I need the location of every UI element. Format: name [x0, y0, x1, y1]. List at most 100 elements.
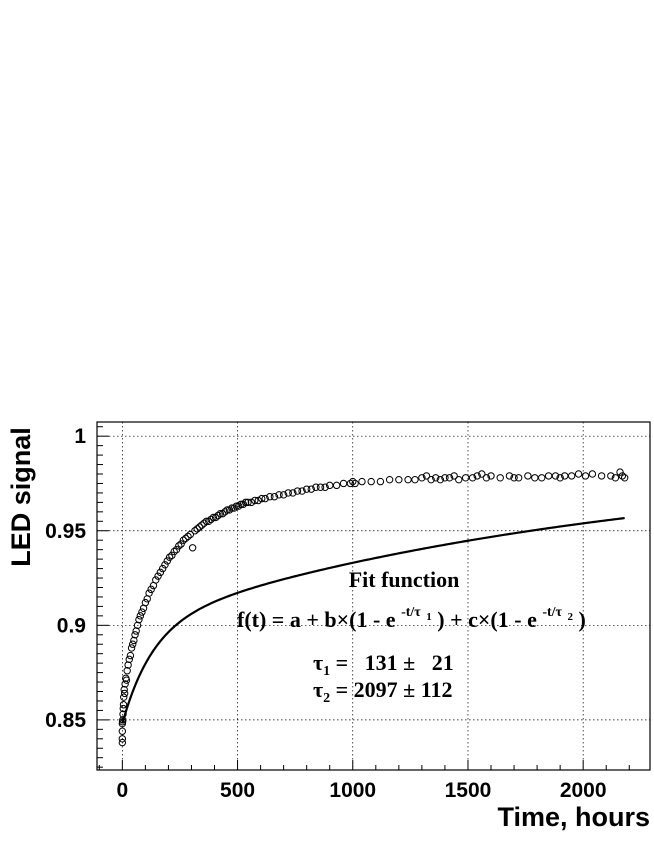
data-point	[120, 689, 129, 698]
data-point	[119, 710, 127, 718]
x-tick-label: 1500	[445, 779, 492, 802]
data-point	[147, 585, 155, 594]
data-point	[235, 502, 243, 510]
plot-frame	[96, 421, 651, 771]
data-point	[312, 483, 320, 491]
data-point	[293, 487, 302, 495]
data-point	[514, 474, 523, 482]
data-point	[119, 701, 128, 709]
data-point	[302, 485, 311, 493]
data-point	[455, 475, 463, 484]
data-point	[251, 496, 259, 505]
grid	[97, 422, 650, 770]
data-point	[152, 576, 160, 584]
x-axis-title: Time, hours	[497, 802, 650, 832]
data-point	[618, 472, 627, 480]
data-point	[130, 636, 138, 645]
data-point	[597, 472, 606, 480]
formula-exp1: -t/τ	[401, 605, 421, 620]
data-point	[567, 472, 576, 480]
data-point	[118, 735, 127, 743]
data-point	[129, 640, 137, 648]
y-tick-label: 0.9	[57, 614, 86, 637]
data-point	[118, 727, 127, 735]
data-point	[395, 475, 403, 484]
data-point	[122, 676, 131, 684]
data-point	[198, 521, 206, 529]
data-point	[461, 474, 470, 482]
data-point	[170, 547, 178, 556]
data-point	[473, 472, 481, 480]
data-point	[620, 474, 629, 482]
data-point	[524, 472, 532, 480]
data-point	[202, 517, 211, 525]
data-point	[184, 532, 192, 541]
data-point	[468, 474, 477, 482]
data-point	[179, 536, 188, 544]
data-point	[275, 491, 283, 499]
data-point	[119, 704, 127, 713]
data-point	[538, 474, 546, 482]
data-point	[221, 508, 229, 516]
data-point	[441, 474, 449, 482]
data-point	[346, 479, 355, 488]
data-point	[195, 523, 204, 531]
data-point	[258, 494, 266, 503]
formula-prefix: f(t) = a + b×(1 - e	[237, 607, 396, 632]
data-point	[505, 472, 514, 480]
tau2-sub: 2	[323, 691, 330, 706]
y-axis-title: LED signal	[6, 427, 36, 567]
data-point	[321, 483, 329, 491]
data-points	[118, 468, 629, 747]
data-point	[561, 472, 569, 480]
tau2-value: = 2097 ± 112	[330, 677, 452, 702]
data-point	[385, 475, 394, 484]
fit-formula: f(t) = a + b×(1 - e -t/τ 1 ) + c×(1 - e …	[237, 596, 586, 632]
formula-mid: ) + c×(1 - e	[437, 607, 537, 632]
data-point	[141, 598, 150, 607]
data-point	[478, 470, 486, 478]
formula-sub1: 1	[426, 611, 432, 623]
data-point	[427, 475, 435, 484]
axis-ticks	[97, 426, 630, 770]
data-point	[432, 474, 440, 482]
data-point	[496, 474, 504, 482]
tau1-value: = 131 ± 21	[330, 650, 454, 675]
data-point	[127, 644, 136, 652]
data-point	[188, 544, 197, 552]
tau1-result: τ1 = 131 ± 21	[313, 650, 454, 679]
data-point	[581, 472, 590, 480]
tick-labels: 0 500 1000 1500 2000 0.85 0.9 0.95 1	[45, 425, 606, 802]
formula-exp2: -t/τ	[542, 605, 562, 620]
x-tick-label: 1000	[329, 779, 376, 802]
data-point	[145, 589, 153, 597]
tau2-symbol: τ	[313, 677, 323, 702]
data-point	[239, 500, 248, 508]
data-point	[244, 498, 252, 507]
data-point	[487, 472, 495, 480]
data-point	[218, 510, 227, 518]
data-point	[316, 483, 325, 491]
data-point	[118, 738, 127, 747]
data-point	[266, 493, 274, 501]
data-point	[289, 489, 297, 497]
data-point	[121, 680, 129, 688]
data-point	[126, 651, 135, 660]
data-point	[223, 506, 231, 514]
data-point	[544, 472, 553, 480]
data-point	[232, 502, 241, 510]
data-point	[131, 631, 139, 639]
data-point	[445, 474, 454, 482]
data-point	[214, 511, 222, 520]
data-point	[228, 504, 236, 512]
data-point	[418, 474, 426, 482]
data-point	[177, 540, 185, 548]
data-point	[588, 470, 597, 478]
data-point	[230, 504, 238, 512]
fit-heading: Fit function	[349, 567, 460, 592]
data-point	[358, 477, 366, 486]
data-point	[574, 470, 583, 478]
data-point	[510, 474, 518, 482]
tau1-sub: 1	[323, 664, 330, 679]
